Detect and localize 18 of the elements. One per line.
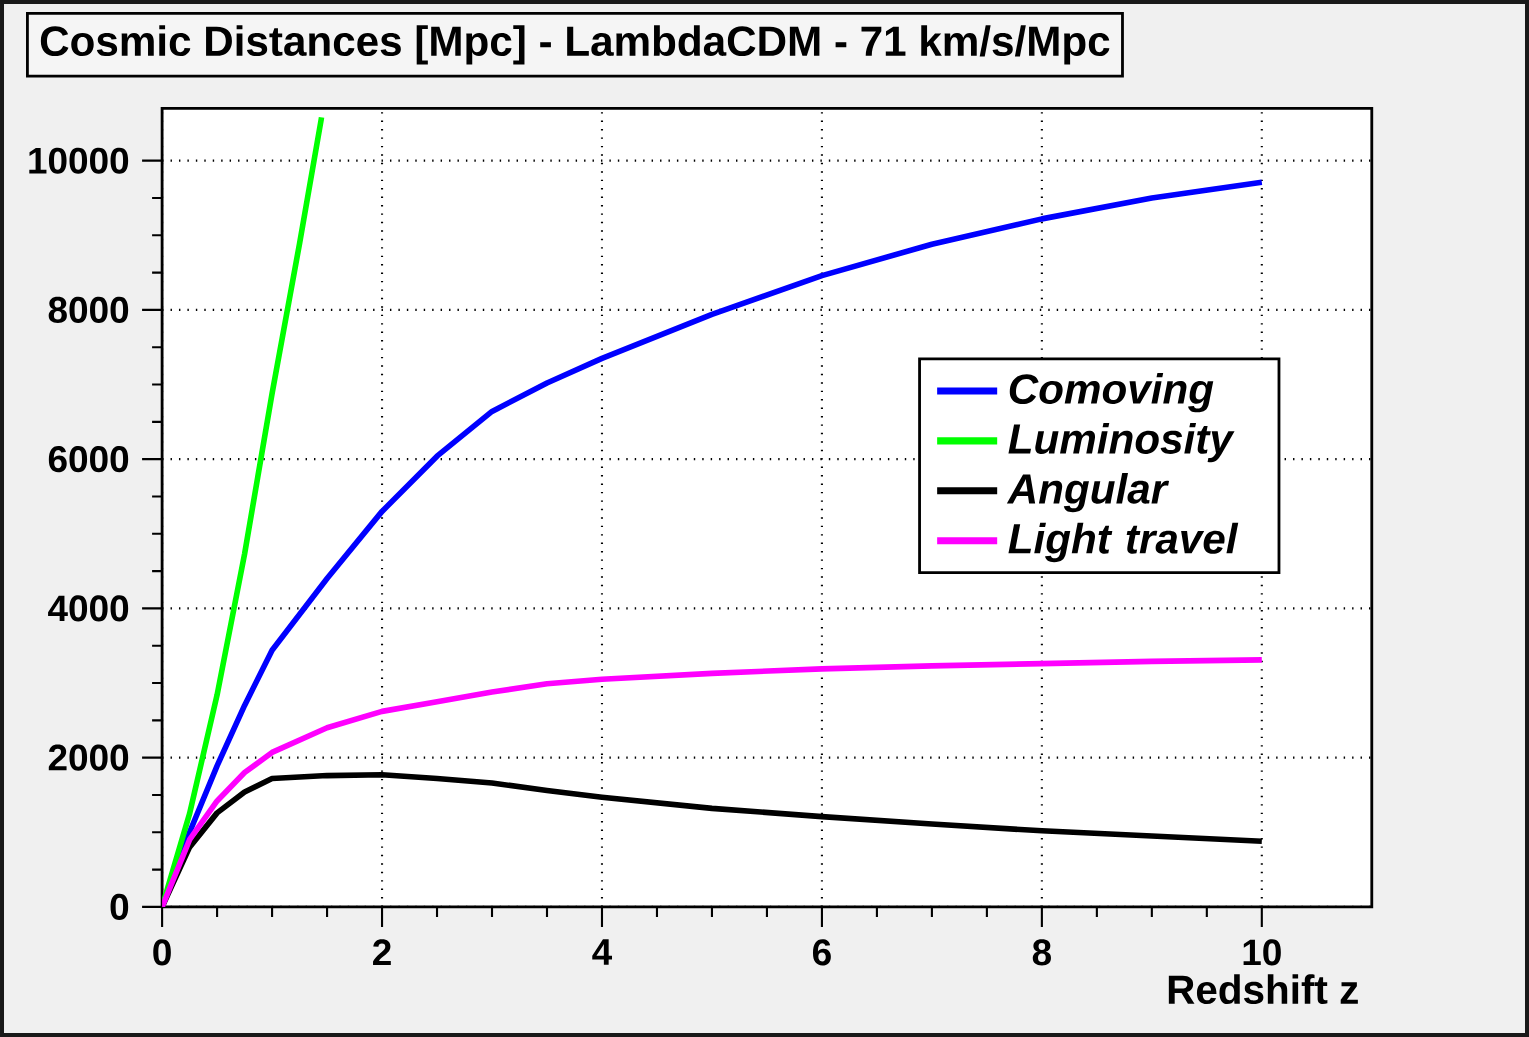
x-tick-label: 2 (373, 939, 391, 966)
chart-title: Cosmic Distances [Mpc] - LambdaCDM - 71 km/s/Mpc (40, 25, 1110, 65)
x-tick-label: 8 (1032, 939, 1051, 966)
y-tick-label: 6000 (48, 446, 129, 473)
x-tick-label: 4 (592, 939, 613, 965)
y-tick-label: 10000 (29, 147, 129, 174)
x-tick-label: 6 (812, 939, 831, 966)
y-tick-label: 4000 (48, 595, 129, 622)
x-tick-label: 0 (153, 939, 171, 966)
legend-label: Angular (1006, 472, 1170, 513)
legend-label: Comoving (1009, 373, 1214, 413)
y-tick-label: 8000 (48, 296, 129, 324)
y-tick-label: 0 (110, 893, 129, 921)
x-tick-label: 10 (1243, 939, 1281, 966)
x-axis-title: Redshift z (1168, 974, 1358, 1005)
legend-label: Light travel (1008, 522, 1239, 563)
y-tick-label: 2000 (48, 744, 129, 771)
legend-label: Luminosity (1008, 422, 1235, 463)
